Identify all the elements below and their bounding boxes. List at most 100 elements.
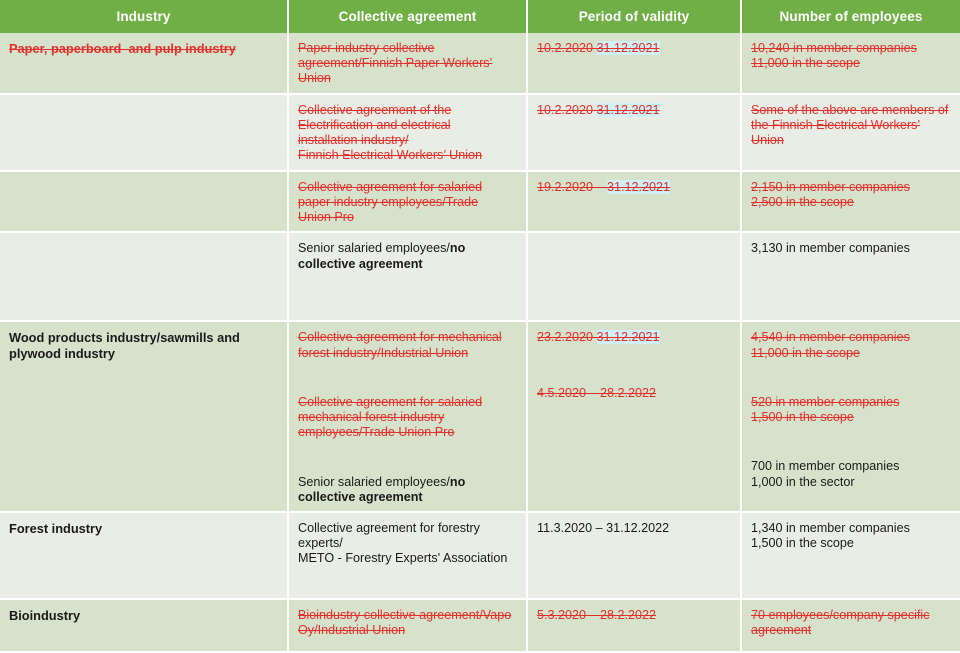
block-spacer xyxy=(298,441,517,475)
period-block-1: 23.2.2020 31.12.2021 xyxy=(537,330,731,345)
cell-collective-agreement: Senior salaried employees/no collective … xyxy=(288,232,528,323)
industry-label: Bioindustry xyxy=(9,607,81,623)
cell-period: 10.2.2020 31.12.2021 xyxy=(527,33,742,95)
cell-collective-agreement: Collective agreement for forestry expert… xyxy=(288,511,528,600)
cell-collective-agreement: Bioindustry collective agreement/Vapo Oy… xyxy=(288,598,528,653)
table-header-row: Industry Collective agreement Period of … xyxy=(0,0,960,33)
period-end: 31.12.2021 xyxy=(596,102,660,117)
industry-label: Wood products industry/sawmills and plyw… xyxy=(9,330,244,361)
employees-line: 2,150 in member companies xyxy=(751,179,910,194)
employees-line: 1,500 in the scope xyxy=(751,536,854,551)
agreement-line: Collective agreement of the xyxy=(298,102,452,117)
cell-industry: Bioindustry xyxy=(0,598,289,653)
agreement-line: Oy/Industrial Union xyxy=(298,623,406,638)
agreement-line: Collective agreement for mechanical xyxy=(298,330,502,345)
cell-period: 19.2.2020 31.12.2021 xyxy=(527,170,742,234)
cell-industry xyxy=(0,232,289,323)
agreement-line: Union xyxy=(298,71,331,86)
table-row: Wood products industry/sawmills and plyw… xyxy=(0,321,960,513)
period-start: 10.2.2020 xyxy=(537,102,594,117)
table-row: Bioindustry Bioindustry collective agree… xyxy=(0,598,960,653)
cell-industry: Forest industry xyxy=(0,511,289,600)
employees-line: 11,000 in the scope xyxy=(751,56,860,71)
table-body: Paper, paperboard and pulp industry Pape… xyxy=(0,33,960,653)
cell-employees: 1,340 in member companies 1,500 in the s… xyxy=(741,511,960,600)
no-collective-agreement-label: no collective agreement xyxy=(298,474,469,504)
cell-period: 23.2.2020 31.12.2021 4.5.2020 28.2.2022 xyxy=(527,321,742,513)
period-end: 28.2.2022 xyxy=(600,607,657,622)
employees-line: 520 in member companies xyxy=(751,394,900,409)
cell-industry: Paper, paperboard and pulp industry xyxy=(0,33,289,95)
period-end: 31.12.2021 xyxy=(596,330,660,345)
cell-collective-agreement: Collective agreement for salaried paper … xyxy=(288,170,528,234)
block-spacer xyxy=(298,361,517,395)
block-spacer xyxy=(751,425,951,459)
cell-employees: 10,240 in member companies 11,000 in the… xyxy=(741,33,960,95)
agreement-line: Collective agreement for salaried xyxy=(298,394,483,409)
cell-industry: Wood products industry/sawmills and plyw… xyxy=(0,321,289,513)
table-row: Paper, paperboard and pulp industry Pape… xyxy=(0,33,960,95)
employees-line: 3,130 in member companies xyxy=(751,241,910,256)
senior-salaried-prefix: Senior salaried employees/ xyxy=(298,474,450,489)
table-row: Forest industry Collective agreement for… xyxy=(0,511,960,600)
agreement-line: forest industry/Industrial Union xyxy=(298,345,469,360)
employees-line: Some of the above are members of xyxy=(751,102,949,117)
cell-employees: 4,540 in member companies 11,000 in the … xyxy=(741,321,960,513)
agreement-line: Collective agreement for salaried xyxy=(298,179,483,194)
cell-industry xyxy=(0,93,289,172)
senior-salaried-block: Senior salaried employees/no collective … xyxy=(298,475,517,505)
employees-line: 1,500 in the scope xyxy=(751,410,854,425)
cell-collective-agreement: Collective agreement for mechanical fore… xyxy=(288,321,528,513)
employees-line: 700 in member companies xyxy=(751,459,900,474)
employees-line: 1,340 in member companies xyxy=(751,520,910,535)
agreement-line: Finnish Electrical Workers’ Union xyxy=(298,148,483,163)
agreement-line: Electrification and electrical xyxy=(298,117,451,132)
cell-period: 11.3.2020 – 31.12.2022 xyxy=(527,511,742,600)
employees-line: agreement xyxy=(751,623,812,638)
employees-line: 11,000 in the scope xyxy=(751,345,860,360)
column-header-number-of-employees: Number of employees xyxy=(741,0,960,33)
table-row: Collective agreement of the Electrificat… xyxy=(0,93,960,172)
cell-employees: 3,130 in member companies xyxy=(741,232,960,323)
period-end: 31.12.2021 xyxy=(607,179,671,194)
cell-collective-agreement: Collective agreement of the Electrificat… xyxy=(288,93,528,172)
employees-line: 2,500 in the scope xyxy=(751,194,854,209)
cell-industry xyxy=(0,170,289,234)
no-collective-agreement-label: no collective agreement xyxy=(298,241,466,271)
agreement-line: Collective agreement for forestry xyxy=(298,520,480,535)
period-start: 5.3.2020 xyxy=(537,607,587,622)
cell-period: 5.3.2020 28.2.2022 xyxy=(527,598,742,653)
period-start: 23.2.2020 xyxy=(537,330,594,345)
agreement-line: agreement/Finnish Paper Workers’ xyxy=(298,56,493,71)
period-full: 11.3.2020 – 31.12.2022 xyxy=(537,520,670,535)
agreement-line: employees/Trade Union Pro xyxy=(298,425,455,440)
table-row: Senior salaried employees/no collective … xyxy=(0,232,960,323)
cell-employees: 2,150 in member companies 2,500 in the s… xyxy=(741,170,960,234)
senior-salaried-prefix: Senior salaried employees/ xyxy=(298,241,450,256)
employees-line: Union xyxy=(751,133,784,148)
period-start: 19.2.2020 xyxy=(537,179,594,194)
agreement-line: METO - Forestry Experts' Association xyxy=(298,551,508,566)
agreement-line: paper industry employees/Trade xyxy=(298,194,479,209)
period-block-2: 4.5.2020 28.2.2022 xyxy=(537,386,731,401)
agreement-line: mechanical forest industry xyxy=(298,410,445,425)
employees-line: 70 employees/company specific xyxy=(751,607,930,622)
agreement-line: installation industry/ xyxy=(298,133,409,148)
block-spacer xyxy=(751,361,951,395)
column-header-period-of-validity: Period of validity xyxy=(527,0,742,33)
period-start: 10.2.2020 xyxy=(537,41,594,55)
employees-line: 1,000 in the sector xyxy=(751,474,855,489)
employees-line: 4,540 in member companies xyxy=(751,330,910,345)
agreement-line: Union Pro xyxy=(298,210,355,225)
employees-line: 10,240 in member companies xyxy=(751,41,917,55)
industry-label: Forest industry xyxy=(9,520,103,536)
column-header-collective-agreement: Collective agreement xyxy=(288,0,528,33)
period-end: 31.12.2021 xyxy=(596,41,660,55)
period-start: 4.5.2020 xyxy=(537,385,587,400)
agreement-line: experts/ xyxy=(298,536,343,551)
cell-period xyxy=(527,232,742,323)
cell-collective-agreement: Paper industry collective agreement/Finn… xyxy=(288,33,528,95)
agreement-line: Bioindustry collective agreement/Vapo xyxy=(298,607,512,622)
agreement-line: Paper industry collective xyxy=(298,41,435,55)
